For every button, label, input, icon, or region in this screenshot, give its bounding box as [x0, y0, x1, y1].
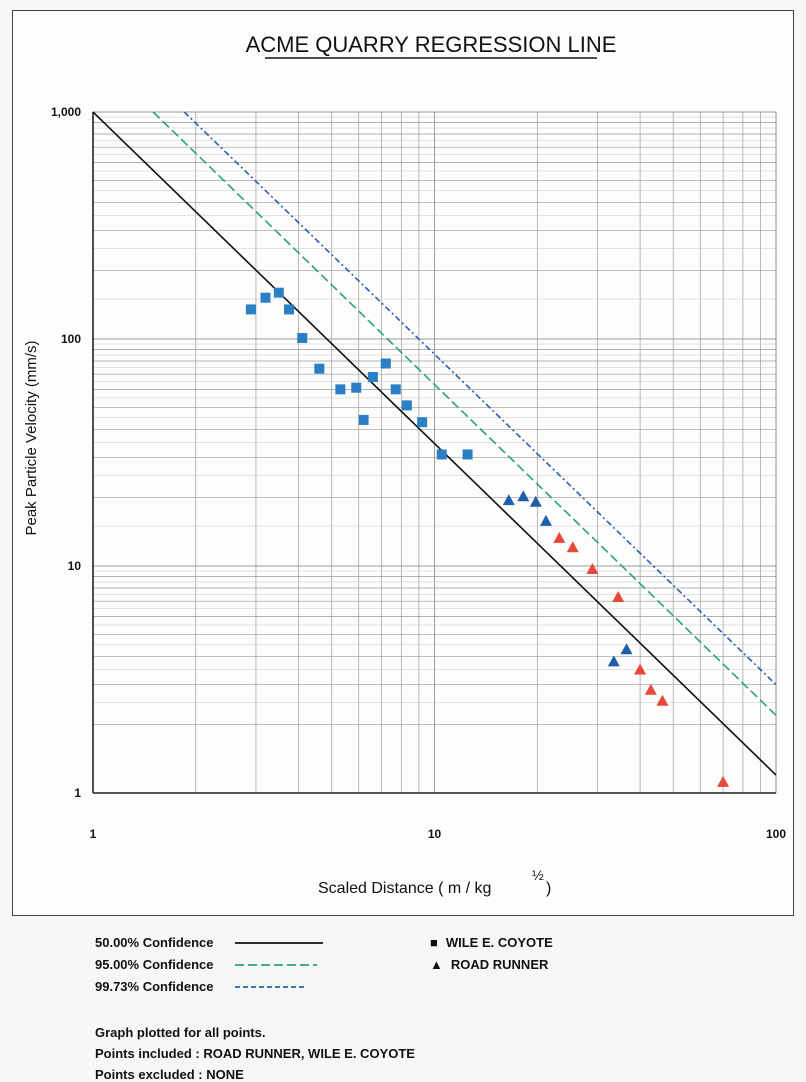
roadrunner-point	[566, 541, 579, 553]
legend-line-95: 95.00% Confidence	[95, 957, 214, 972]
legend-line-9973: 99.73% Confidence	[95, 979, 214, 994]
x-tick-label: 1	[90, 827, 97, 841]
x-tick-label: 100	[766, 827, 786, 841]
coyote-point	[462, 449, 473, 460]
confidence-line	[183, 111, 777, 686]
note-included: Points included : ROAD RUNNER, WILE E. C…	[95, 1046, 415, 1061]
legend-marker-coyote: ■ WILE E. COYOTE	[430, 935, 553, 950]
roadrunner-point	[620, 643, 633, 655]
legend-line-95-label: 95.00% Confidence	[95, 957, 214, 972]
roadrunner-point	[539, 514, 552, 526]
coyote-point	[390, 384, 401, 395]
coyote-point	[245, 304, 256, 315]
coyote-point	[273, 287, 284, 298]
x-tick-label: 10	[428, 827, 442, 841]
y-tick-label: 10	[68, 559, 82, 573]
coyote-point	[284, 304, 295, 315]
roadrunner-point	[634, 663, 647, 675]
coyote-point	[401, 400, 412, 411]
coyote-point	[380, 358, 391, 369]
y-tick-label: 1,000	[51, 105, 81, 119]
coyote-point	[358, 414, 369, 425]
roadrunner-point	[517, 490, 530, 502]
triangle-marker-icon: ▲	[430, 957, 443, 972]
legend-line-50-swatch	[235, 942, 323, 944]
legend-line-9973-label: 99.73% Confidence	[95, 979, 214, 994]
legend-line-50-label: 50.00% Confidence	[95, 935, 214, 950]
coyote-point	[335, 384, 346, 395]
coyote-point	[314, 363, 325, 374]
roadrunner-point	[612, 591, 625, 603]
x-axis-label-exponent: ½	[532, 867, 544, 883]
x-axis-label: Scaled Distance ( m / kg	[318, 880, 491, 897]
legend: 50.00% Confidence 95.00% Confidence 99.7…	[95, 935, 745, 1082]
legend-marker-roadrunner: ▲ ROAD RUNNER	[430, 957, 548, 972]
legend-marker-coyote-label: WILE E. COYOTE	[445, 935, 553, 950]
y-tick-label: 1	[74, 786, 81, 800]
coyote-point	[436, 449, 447, 460]
roadrunner-point	[717, 775, 730, 787]
legend-line-95-swatch	[235, 964, 317, 966]
legend-marker-roadrunner-label: ROAD RUNNER	[450, 957, 549, 972]
roadrunner-point	[607, 655, 620, 667]
legend-line-50: 50.00% Confidence	[95, 935, 214, 950]
roadrunner-point	[644, 683, 657, 695]
coyote-point	[417, 417, 428, 428]
roadrunner-point	[553, 531, 566, 543]
y-axis-label: Peak Particle Velocity (mm/s)	[23, 340, 40, 535]
roadrunner-point	[502, 494, 515, 506]
note-excluded: Points excluded : NONE	[95, 1067, 244, 1082]
coyote-point	[351, 382, 362, 393]
coyote-point	[367, 372, 378, 383]
coyote-point	[260, 292, 271, 303]
y-tick-label: 100	[61, 332, 81, 346]
x-axis-label-tail: )	[546, 880, 551, 897]
note-plotted: Graph plotted for all points.	[95, 1025, 266, 1040]
legend-line-9973-swatch	[235, 986, 305, 988]
roadrunner-point	[529, 495, 542, 507]
chart-title: ACME QUARRY REGRESSION LINE	[246, 32, 617, 57]
coyote-point	[297, 333, 308, 344]
roadrunner-point	[656, 694, 669, 706]
square-marker-icon: ■	[430, 935, 438, 950]
confidence-line	[152, 111, 777, 716]
regression-chart: 1 10 100 1 10 100 1,000 ACME QUARRY REGRESSION …	[23, 32, 786, 897]
roadrunner-point	[586, 563, 599, 575]
confidence-line	[92, 111, 777, 776]
